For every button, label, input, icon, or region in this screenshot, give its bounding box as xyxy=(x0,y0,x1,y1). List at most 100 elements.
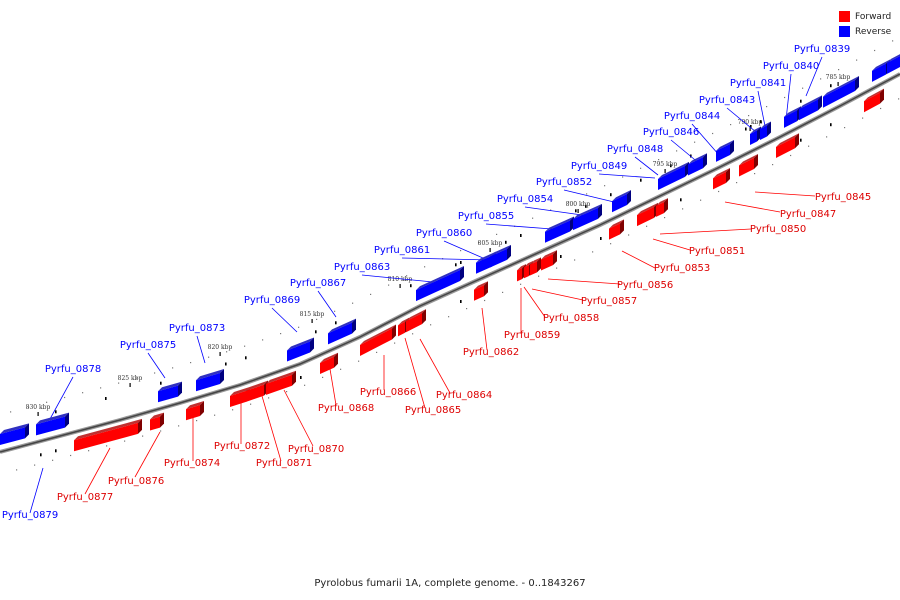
forward-gene-label[interactable]: Pyrfu_0866 xyxy=(360,387,416,398)
reverse-gene-label[interactable]: Pyrfu_0854 xyxy=(497,194,553,205)
reverse-gene-label[interactable]: Pyrfu_0848 xyxy=(607,144,663,155)
track-dot xyxy=(388,284,390,286)
reverse-gene-label[interactable]: Pyrfu_0839 xyxy=(794,44,850,55)
forward-gene-label[interactable]: Pyrfu_0850 xyxy=(750,224,806,235)
reverse-gene-label[interactable]: Pyrfu_0841 xyxy=(730,78,786,89)
reverse-gene-block[interactable] xyxy=(716,140,734,162)
forward-gene-label[interactable]: Pyrfu_0857 xyxy=(581,296,637,307)
forward-gene-block[interactable] xyxy=(474,281,488,301)
strand-tick xyxy=(105,397,107,400)
forward-gene-label[interactable]: Pyrfu_0845 xyxy=(815,192,871,203)
forward-leader-line xyxy=(261,395,282,462)
forward-gene-block[interactable] xyxy=(320,352,338,374)
reverse-gene-label[interactable]: Pyrfu_0867 xyxy=(290,278,346,289)
reverse-gene-label[interactable]: Pyrfu_0875 xyxy=(120,340,176,351)
forward-gene-block[interactable] xyxy=(864,88,884,113)
reverse-gene-label[interactable]: Pyrfu_0878 xyxy=(45,364,101,375)
forward-gene-label[interactable]: Pyrfu_0864 xyxy=(436,390,492,401)
reverse-leader-line xyxy=(317,290,337,318)
reverse-gene-label[interactable]: Pyrfu_0861 xyxy=(374,245,430,256)
track-dot xyxy=(646,225,648,227)
forward-gene-label[interactable]: Pyrfu_0859 xyxy=(504,330,560,341)
forward-gene-label[interactable]: Pyrfu_0877 xyxy=(57,492,113,503)
reverse-gene-label[interactable]: Pyrfu_0840 xyxy=(763,61,819,72)
track-dot xyxy=(640,167,642,169)
reverse-gene-label[interactable]: Pyrfu_0869 xyxy=(244,295,300,306)
forward-gene-block[interactable] xyxy=(530,257,541,276)
forward-gene-label[interactable]: Pyrfu_0870 xyxy=(288,444,344,455)
track-dot xyxy=(178,425,180,427)
reverse-gene-label[interactable]: Pyrfu_0873 xyxy=(169,323,225,334)
reverse-leader-line xyxy=(563,189,615,203)
forward-gene-block[interactable] xyxy=(541,250,557,271)
forward-gene-block[interactable] xyxy=(150,412,164,431)
reverse-gene-label[interactable]: Pyrfu_0843 xyxy=(699,95,755,106)
track-dot xyxy=(376,351,378,353)
reverse-gene-block[interactable] xyxy=(416,266,464,302)
forward-gene-block[interactable] xyxy=(266,370,296,395)
forward-gene-label[interactable]: Pyrfu_0872 xyxy=(214,441,270,452)
forward-gene-label[interactable]: Pyrfu_0874 xyxy=(164,458,220,469)
forward-gene-label[interactable]: Pyrfu_0853 xyxy=(654,263,710,274)
reverse-gene-label[interactable]: Pyrfu_0863 xyxy=(334,262,390,273)
forward-gene-block[interactable] xyxy=(739,154,758,177)
reverse-gene-block[interactable] xyxy=(328,318,356,345)
reverse-gene-block[interactable] xyxy=(196,369,224,392)
forward-gene-block[interactable] xyxy=(74,418,142,452)
forward-gene-label[interactable]: Pyrfu_0876 xyxy=(108,476,164,487)
reverse-gene-label[interactable]: Pyrfu_0846 xyxy=(643,127,699,138)
forward-gene-label[interactable]: Pyrfu_0851 xyxy=(689,246,745,257)
track-dot xyxy=(10,411,12,413)
reverse-gene-block[interactable] xyxy=(158,381,182,403)
reverse-gene-block[interactable] xyxy=(0,423,29,445)
track-dot xyxy=(838,69,840,71)
track-dot xyxy=(460,250,462,252)
gene-blocks xyxy=(0,52,900,452)
forward-gene-label[interactable]: Pyrfu_0862 xyxy=(463,347,519,358)
reverse-gene-block[interactable] xyxy=(823,76,859,108)
reverse-gene-label[interactable]: Pyrfu_0844 xyxy=(664,111,720,122)
reverse-gene-block[interactable] xyxy=(760,121,771,141)
forward-gene-block[interactable] xyxy=(360,324,396,356)
strand-tick xyxy=(640,178,642,182)
reverse-gene-block[interactable] xyxy=(799,95,822,121)
reverse-gene-block[interactable] xyxy=(688,153,707,176)
reverse-gene-block[interactable] xyxy=(750,126,761,146)
reverse-gene-block[interactable] xyxy=(887,52,900,74)
forward-gene-label[interactable]: Pyrfu_0847 xyxy=(780,209,836,220)
forward-gene-label[interactable]: Pyrfu_0871 xyxy=(256,458,312,469)
forward-gene-block[interactable] xyxy=(776,133,799,158)
reverse-gene-block[interactable] xyxy=(490,244,511,268)
reverse-gene-label[interactable]: Pyrfu_0879 xyxy=(2,510,58,521)
forward-gene-label[interactable]: Pyrfu_0865 xyxy=(405,405,461,416)
scale-label: 825 kbp xyxy=(118,375,143,382)
forward-gene-block[interactable] xyxy=(713,168,730,190)
reverse-gene-block[interactable] xyxy=(612,189,631,213)
track-dot xyxy=(196,420,198,422)
reverse-leader-line xyxy=(785,73,792,121)
reverse-leader-line xyxy=(49,376,74,420)
reverse-label: Reverse xyxy=(855,26,892,37)
forward-gene-label[interactable]: Pyrfu_0868 xyxy=(318,403,374,414)
reverse-leader-line xyxy=(691,123,720,156)
track-dot xyxy=(358,360,360,362)
reverse-gene-label[interactable]: Pyrfu_0855 xyxy=(458,211,514,222)
strand-tick xyxy=(300,376,302,379)
track-dot xyxy=(682,208,684,210)
track-dot xyxy=(592,251,594,253)
forward-gene-label[interactable]: Pyrfu_0856 xyxy=(617,280,673,291)
reverse-gene-label[interactable]: Pyrfu_0860 xyxy=(416,228,472,239)
reverse-gene-block[interactable] xyxy=(36,412,69,436)
reverse-gene-block[interactable] xyxy=(784,106,801,128)
forward-gene-label[interactable]: Pyrfu_0858 xyxy=(543,313,599,324)
reverse-gene-block[interactable] xyxy=(573,203,602,231)
forward-gene-block[interactable] xyxy=(406,309,426,333)
forward-gene-block[interactable] xyxy=(656,198,668,217)
forward-swatch xyxy=(839,11,850,22)
forward-gene-block[interactable] xyxy=(609,219,624,240)
forward-gene-block[interactable] xyxy=(186,401,204,421)
reverse-gene-label[interactable]: Pyrfu_0849 xyxy=(571,161,627,172)
reverse-gene-label[interactable]: Pyrfu_0852 xyxy=(536,177,592,188)
reverse-gene-block[interactable] xyxy=(287,337,314,362)
strand-tick xyxy=(520,234,522,237)
